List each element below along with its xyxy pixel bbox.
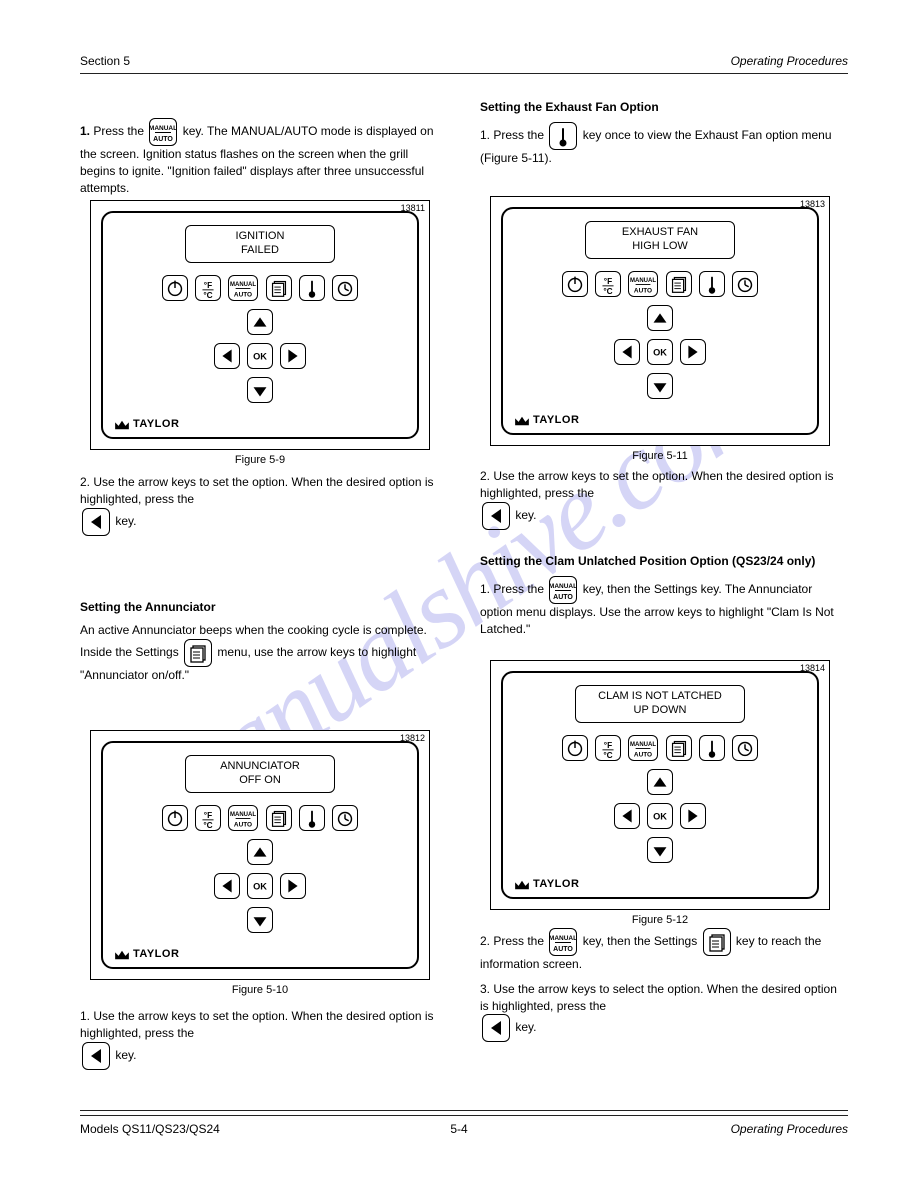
clock-button[interactable] bbox=[332, 805, 358, 831]
temp-unit-button[interactable] bbox=[595, 271, 621, 297]
figure-caption: Figure 5-10 bbox=[90, 984, 430, 996]
clock-button[interactable] bbox=[732, 735, 758, 761]
settings-icon bbox=[184, 639, 212, 667]
down-button[interactable] bbox=[247, 907, 273, 933]
power-button[interactable] bbox=[562, 271, 588, 297]
settings-button[interactable] bbox=[266, 805, 292, 831]
panel-display: EXHAUST FAN HIGH LOW bbox=[585, 221, 735, 259]
manual-auto-button[interactable] bbox=[628, 735, 658, 761]
right-para-5: 3. Use the arrow keys to select the opti… bbox=[480, 981, 840, 1043]
power-button[interactable] bbox=[562, 735, 588, 761]
ok-button[interactable] bbox=[247, 873, 273, 899]
footer-right: Operating Procedures bbox=[731, 1122, 848, 1136]
left-arrow-icon bbox=[482, 1014, 510, 1042]
temp-unit-button[interactable] bbox=[595, 735, 621, 761]
down-button[interactable] bbox=[647, 373, 673, 399]
settings-button[interactable] bbox=[666, 271, 692, 297]
taylor-logo: TAYLOR bbox=[113, 948, 179, 960]
top-key-row bbox=[111, 273, 409, 303]
left-para-2: 2. Use the arrow keys to set the option.… bbox=[80, 474, 440, 536]
figure-5-9-panel: 13811 IGNITION FAILED bbox=[90, 200, 430, 450]
page: manualshive.com Section 5 Operating Proc… bbox=[0, 0, 918, 1188]
taylor-logo: TAYLOR bbox=[513, 414, 579, 426]
up-button[interactable] bbox=[247, 839, 273, 865]
up-button[interactable] bbox=[647, 305, 673, 331]
exhaust-fan-heading: Setting the Exhaust Fan Option bbox=[480, 100, 840, 114]
thermo-button[interactable] bbox=[299, 275, 325, 301]
manual-auto-icon bbox=[549, 928, 577, 956]
left-para-4: 1. Use the arrow keys to set the option.… bbox=[80, 1008, 440, 1070]
settings-button[interactable] bbox=[666, 735, 692, 761]
left-para-1: 1. Press the key. The MANUAL/AUTO mode i… bbox=[80, 118, 440, 196]
clam-heading: Setting the Clam Unlatched Position Opti… bbox=[480, 554, 840, 568]
panel-display: ANNUNCIATOR OFF ON bbox=[185, 755, 335, 793]
left-button[interactable] bbox=[614, 339, 640, 365]
up-button[interactable] bbox=[247, 309, 273, 335]
panel-display: CLAM IS NOT LATCHED UP DOWN bbox=[575, 685, 745, 723]
annunciator-heading: Setting the Annunciator bbox=[80, 600, 440, 614]
ok-button[interactable] bbox=[247, 343, 273, 369]
left-button[interactable] bbox=[214, 873, 240, 899]
taylor-logo: TAYLOR bbox=[513, 878, 579, 890]
right-button[interactable] bbox=[280, 343, 306, 369]
figure-5-12-panel: 13814 CLAM IS NOT LATCHED UP DOWN bbox=[490, 660, 830, 910]
header-rule bbox=[80, 73, 848, 74]
temp-unit-button[interactable] bbox=[195, 805, 221, 831]
up-button[interactable] bbox=[647, 769, 673, 795]
thermo-icon bbox=[549, 122, 577, 150]
header-section: Section 5 bbox=[80, 54, 130, 68]
thermo-button[interactable] bbox=[699, 735, 725, 761]
settings-button[interactable] bbox=[266, 275, 292, 301]
left-arrow-icon bbox=[82, 508, 110, 536]
footer-rule-1 bbox=[80, 1110, 848, 1111]
right-button[interactable] bbox=[680, 803, 706, 829]
annunciator-text: An active Annunciator beeps when the coo… bbox=[80, 622, 440, 684]
header-right: Operating Procedures bbox=[731, 54, 848, 68]
right-button[interactable] bbox=[680, 339, 706, 365]
settings-icon bbox=[703, 928, 731, 956]
right-button[interactable] bbox=[280, 873, 306, 899]
power-button[interactable] bbox=[162, 805, 188, 831]
right-para-3: 1. Press the key, then the Settings key.… bbox=[480, 576, 840, 638]
manual-auto-icon bbox=[549, 576, 577, 604]
down-button[interactable] bbox=[647, 837, 673, 863]
temp-unit-button[interactable] bbox=[195, 275, 221, 301]
right-para-4: 2. Press the key, then the Settings key … bbox=[480, 928, 840, 973]
left-arrow-icon bbox=[82, 1042, 110, 1070]
manual-auto-button[interactable] bbox=[228, 275, 258, 301]
right-para-1: 1. Press the key once to view the Exhaus… bbox=[480, 122, 840, 167]
clock-button[interactable] bbox=[732, 271, 758, 297]
power-button[interactable] bbox=[162, 275, 188, 301]
footer-rule-2 bbox=[80, 1115, 848, 1116]
manual-auto-button[interactable] bbox=[628, 271, 658, 297]
thermo-button[interactable] bbox=[299, 805, 325, 831]
clock-button[interactable] bbox=[332, 275, 358, 301]
manual-auto-icon bbox=[149, 118, 177, 146]
ok-button[interactable] bbox=[647, 803, 673, 829]
left-button[interactable] bbox=[214, 343, 240, 369]
thermo-button[interactable] bbox=[699, 271, 725, 297]
left-button[interactable] bbox=[614, 803, 640, 829]
panel-display: IGNITION FAILED bbox=[185, 225, 335, 263]
right-para-2: 2. Use the arrow keys to set the option.… bbox=[480, 468, 840, 530]
manual-auto-button[interactable] bbox=[228, 805, 258, 831]
ok-button[interactable] bbox=[647, 339, 673, 365]
figure-5-10-panel: 13812 ANNUNCIATOR OFF ON bbox=[90, 730, 430, 980]
taylor-logo: TAYLOR bbox=[113, 418, 179, 430]
figure-5-11-panel: 13813 EXHAUST FAN HIGH LOW bbox=[490, 196, 830, 446]
down-button[interactable] bbox=[247, 377, 273, 403]
figure-caption: Figure 5-9 bbox=[90, 454, 430, 466]
left-arrow-icon bbox=[482, 502, 510, 530]
